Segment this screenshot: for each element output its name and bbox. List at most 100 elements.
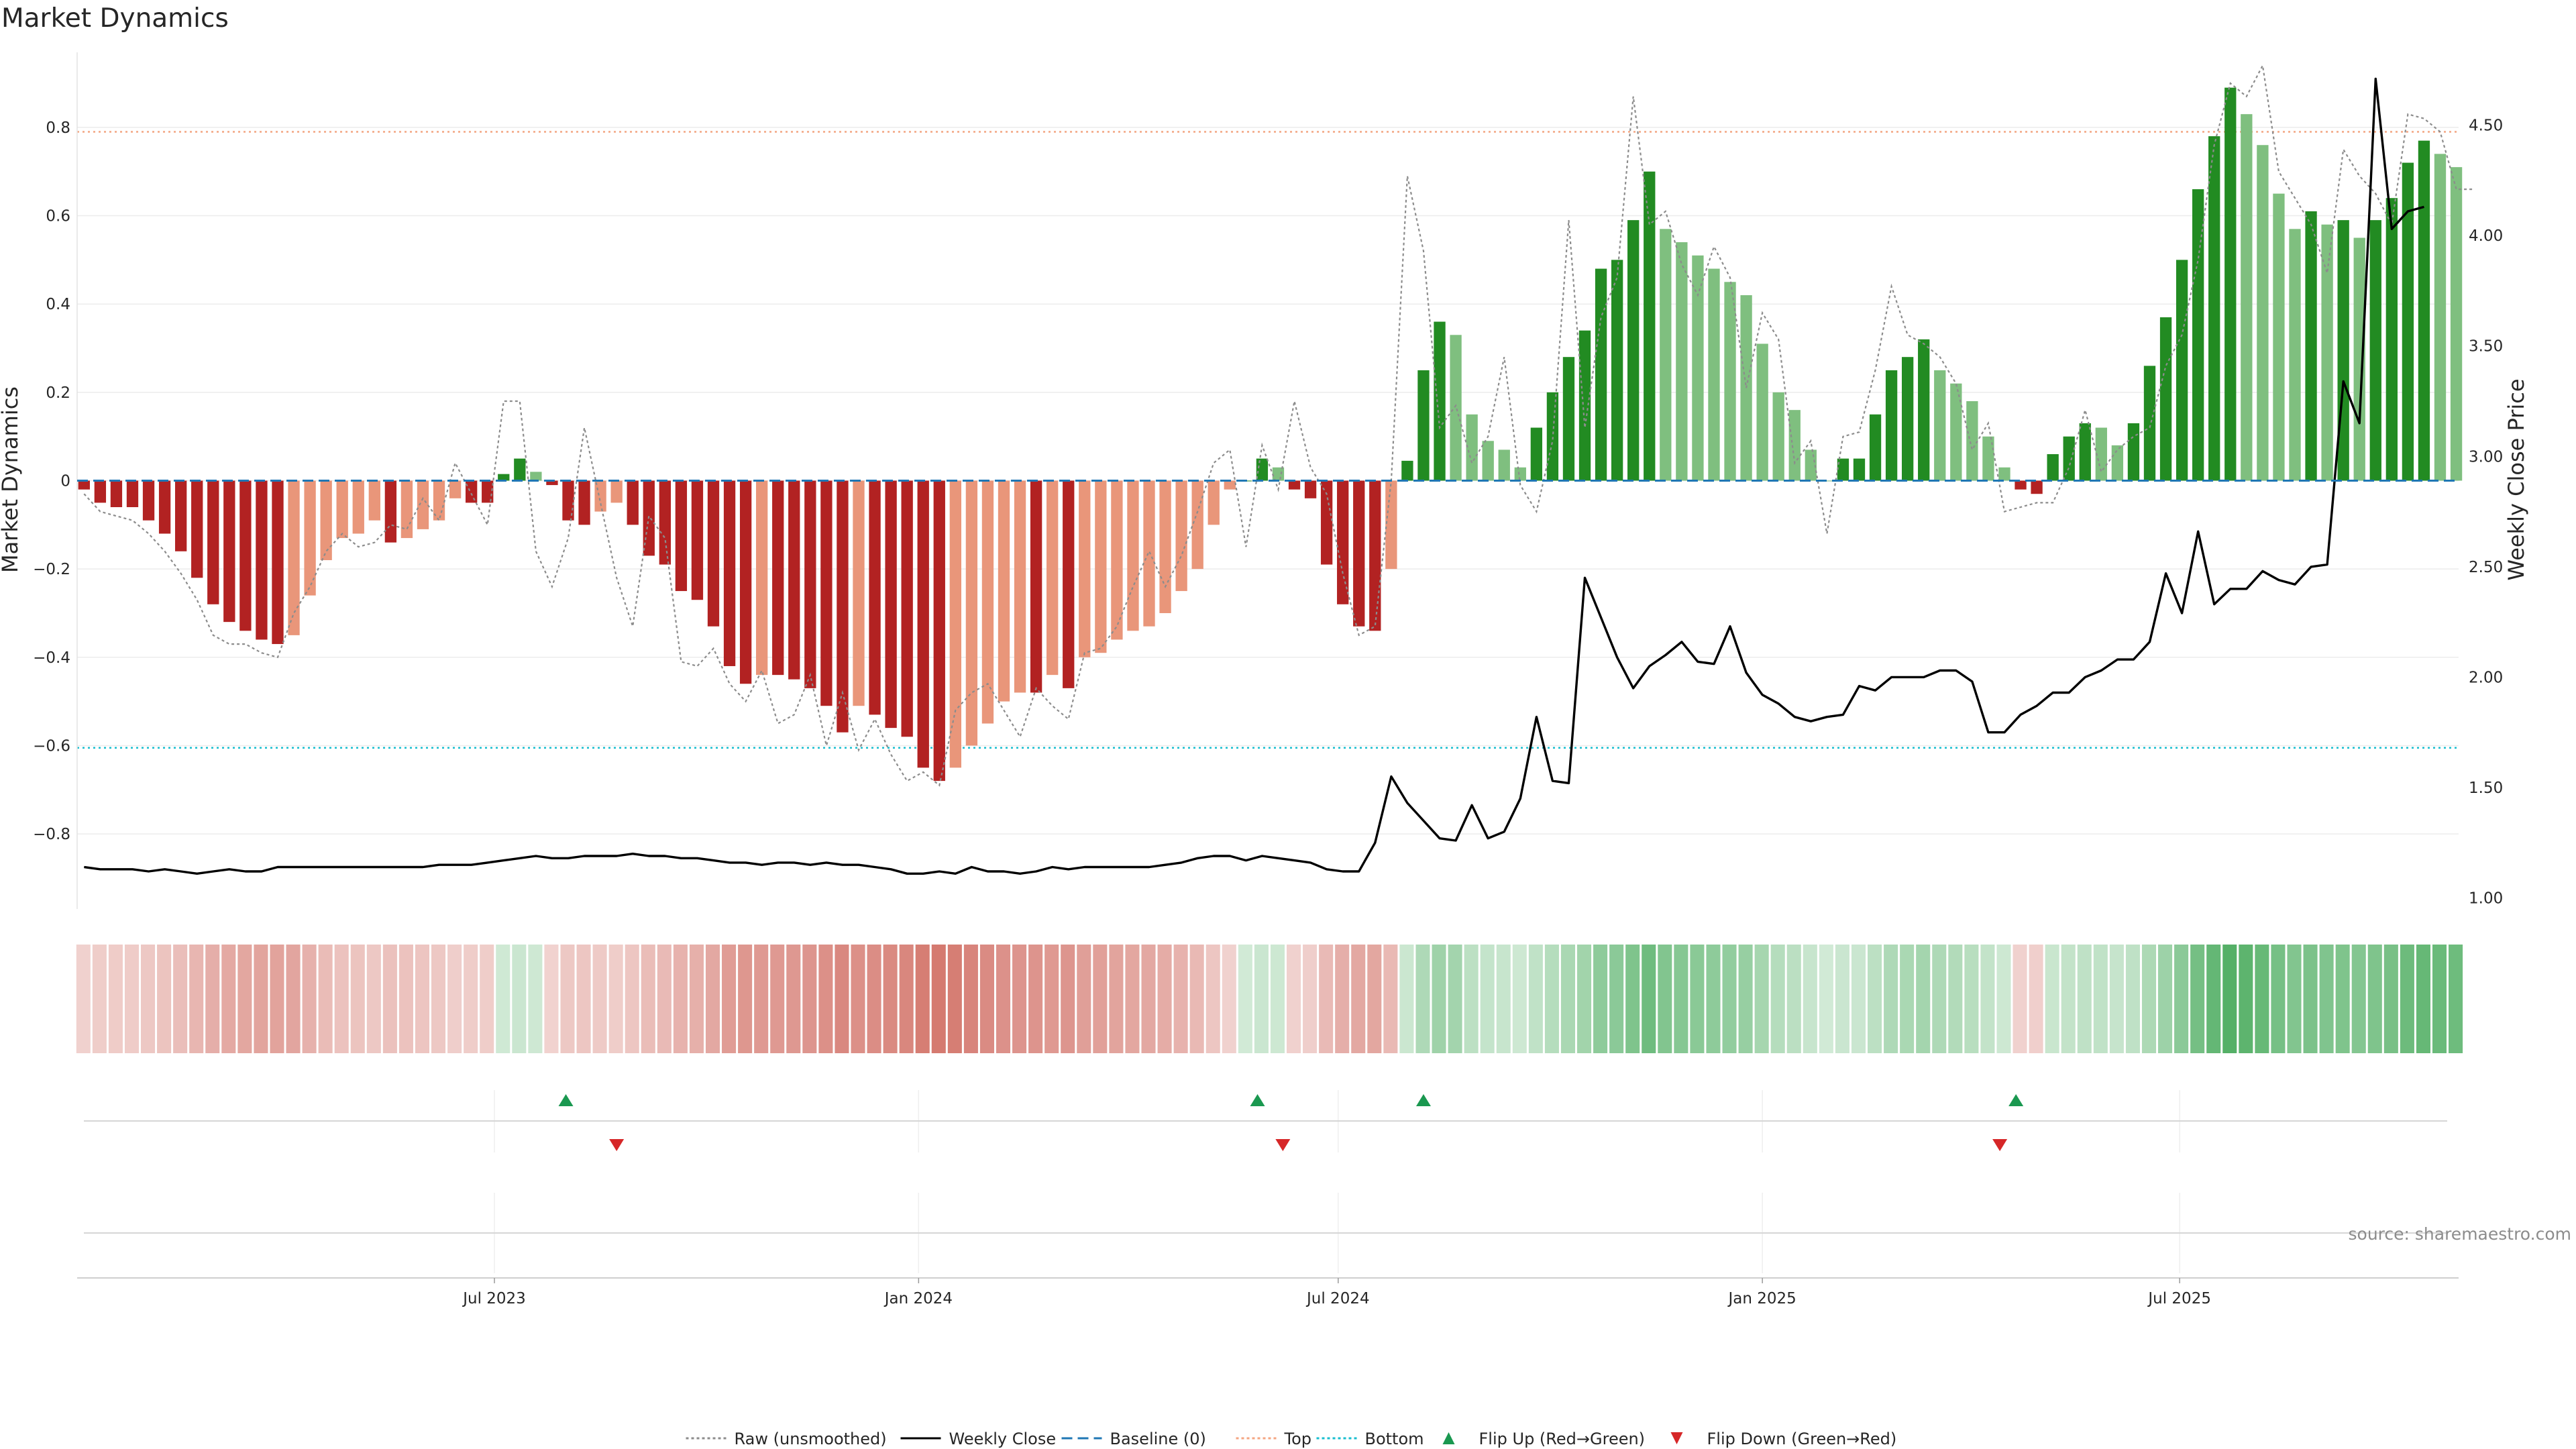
legend-item: Top — [1236, 1430, 1312, 1448]
dynamics-bar — [1627, 220, 1640, 481]
heatmap-cell — [496, 945, 511, 1053]
heatmap-cell — [2351, 945, 2366, 1053]
heatmap-cell — [2061, 945, 2076, 1053]
dynamics-bar — [1611, 260, 1623, 481]
dynamics-bar — [1095, 480, 1107, 653]
date-tick-label: Jan 2025 — [1727, 1290, 1796, 1307]
heatmap-cell — [1674, 945, 1688, 1053]
dynamics-bar — [2450, 167, 2463, 481]
dynamics-bar — [1320, 480, 1333, 565]
heatmap-cell — [947, 945, 962, 1053]
dynamics-bar — [917, 480, 929, 768]
heatmap-cell — [1303, 945, 1318, 1053]
dynamics-bar — [1853, 458, 1866, 481]
heatmap-cell — [963, 945, 978, 1053]
dynamics-bar — [2402, 162, 2414, 481]
heatmap-cell — [979, 945, 994, 1053]
dynamics-bar — [788, 480, 800, 680]
heatmap-cell — [334, 945, 349, 1053]
dynamics-bar — [2192, 189, 2204, 481]
heatmap-cell — [576, 945, 591, 1053]
y-tick-label: 0.2 — [46, 384, 70, 402]
heatmap-cell — [2190, 945, 2205, 1053]
heatmap-cell — [1916, 945, 1931, 1053]
flip-up-marker — [558, 1094, 574, 1106]
heatmap-cell — [1044, 945, 1059, 1053]
heatmap-cell — [560, 945, 575, 1053]
heatmap-cell — [350, 945, 365, 1053]
legend-label: Top — [1284, 1430, 1312, 1448]
heatmap-cell — [1819, 945, 1833, 1053]
dynamics-bar — [981, 480, 994, 724]
y2-axis-label: Weekly Close Price — [2504, 378, 2529, 580]
y2-tick-label: 3.00 — [2469, 448, 2503, 466]
heatmap-cell — [157, 945, 172, 1053]
dynamics-bar — [837, 480, 849, 733]
y-axis-label: Market Dynamics — [0, 386, 23, 573]
heatmap-cell — [431, 945, 446, 1053]
date-tick-label: Jul 2025 — [2147, 1290, 2211, 1307]
dynamics-bar — [1998, 467, 2010, 481]
dynamics-bar — [2241, 114, 2253, 481]
y-tick-label: −0.6 — [33, 737, 70, 755]
legend-item: Weekly Close — [900, 1430, 1056, 1448]
heatmap-cell — [92, 945, 107, 1053]
dynamics-bar — [2305, 211, 2317, 481]
heatmap-cell — [1270, 945, 1285, 1053]
dynamics-bar — [191, 480, 203, 578]
legend-label: Baseline (0) — [1110, 1430, 1206, 1448]
heatmap-cell — [1544, 945, 1559, 1053]
heatmap-cell — [1738, 945, 1753, 1053]
heatmap-cell — [173, 945, 188, 1053]
date-axis: Jul 2023 Jan 2024 Jul 2024 Jan 2025 Jul 2025 — [77, 1277, 2459, 1307]
dynamics-bar — [2337, 220, 2349, 481]
dynamics-bar — [2208, 136, 2220, 481]
heatmap-cell — [2125, 945, 2140, 1053]
dynamics-bar — [2273, 193, 2285, 481]
dynamics-bar — [546, 480, 558, 486]
y2-tick-label: 2.00 — [2469, 669, 2503, 686]
heatmap-cell — [2303, 945, 2318, 1053]
dynamics-bar — [1353, 480, 1365, 627]
dynamics-bar — [1966, 401, 1978, 481]
flip-down-marker — [1275, 1139, 1291, 1151]
dynamics-bar — [933, 480, 945, 782]
dynamics-bar — [1546, 392, 1559, 481]
dynamics-bar — [2385, 198, 2398, 481]
dynamics-bar — [869, 480, 881, 715]
dynamics-bar — [1756, 343, 1768, 481]
flip-down-marker — [1992, 1139, 2008, 1151]
heatmap-cell — [2367, 945, 2382, 1053]
legend-label: Raw (unsmoothed) — [735, 1430, 887, 1448]
heatmap-cell — [1415, 945, 1430, 1053]
heatmap-cell — [1448, 945, 1462, 1053]
heatmap-cell — [1770, 945, 1785, 1053]
heatmap-cell — [867, 945, 881, 1053]
heatmap-cell — [1141, 945, 1156, 1053]
heatmap-cell — [1851, 945, 1866, 1053]
heatmap-cell — [1383, 945, 1398, 1053]
legend-item: Flip Up (Red→Green) — [1442, 1430, 1645, 1448]
dynamics-bar — [2176, 260, 2188, 481]
heatmap-cell — [2029, 945, 2043, 1053]
heatmap-cell — [1706, 945, 1721, 1053]
heatmap-cell — [2093, 945, 2108, 1053]
dynamics-bar — [1127, 480, 1139, 631]
dynamics-bar — [1191, 480, 1203, 570]
dynamics-bar — [1805, 449, 1817, 481]
heatmap-cell — [205, 945, 220, 1053]
heatmap-cell — [1690, 945, 1705, 1053]
y-tick-label: −0.4 — [33, 649, 70, 667]
heatmap-cell — [883, 945, 898, 1053]
heatmap-cell — [786, 945, 801, 1053]
y2-tick-label: 1.00 — [2469, 890, 2503, 908]
dynamics-bar — [1175, 480, 1187, 592]
dynamics-bar — [1901, 357, 1914, 481]
heatmap-cell — [286, 945, 301, 1053]
dynamics-bar — [691, 480, 704, 600]
dynamics-bar — [1724, 282, 1736, 481]
heatmap-cell — [2319, 945, 2334, 1053]
heatmap-cell — [1189, 945, 1204, 1053]
heatmap-cell — [2271, 945, 2286, 1053]
legend-item: Flip Down (Green→Red) — [1670, 1430, 1896, 1448]
